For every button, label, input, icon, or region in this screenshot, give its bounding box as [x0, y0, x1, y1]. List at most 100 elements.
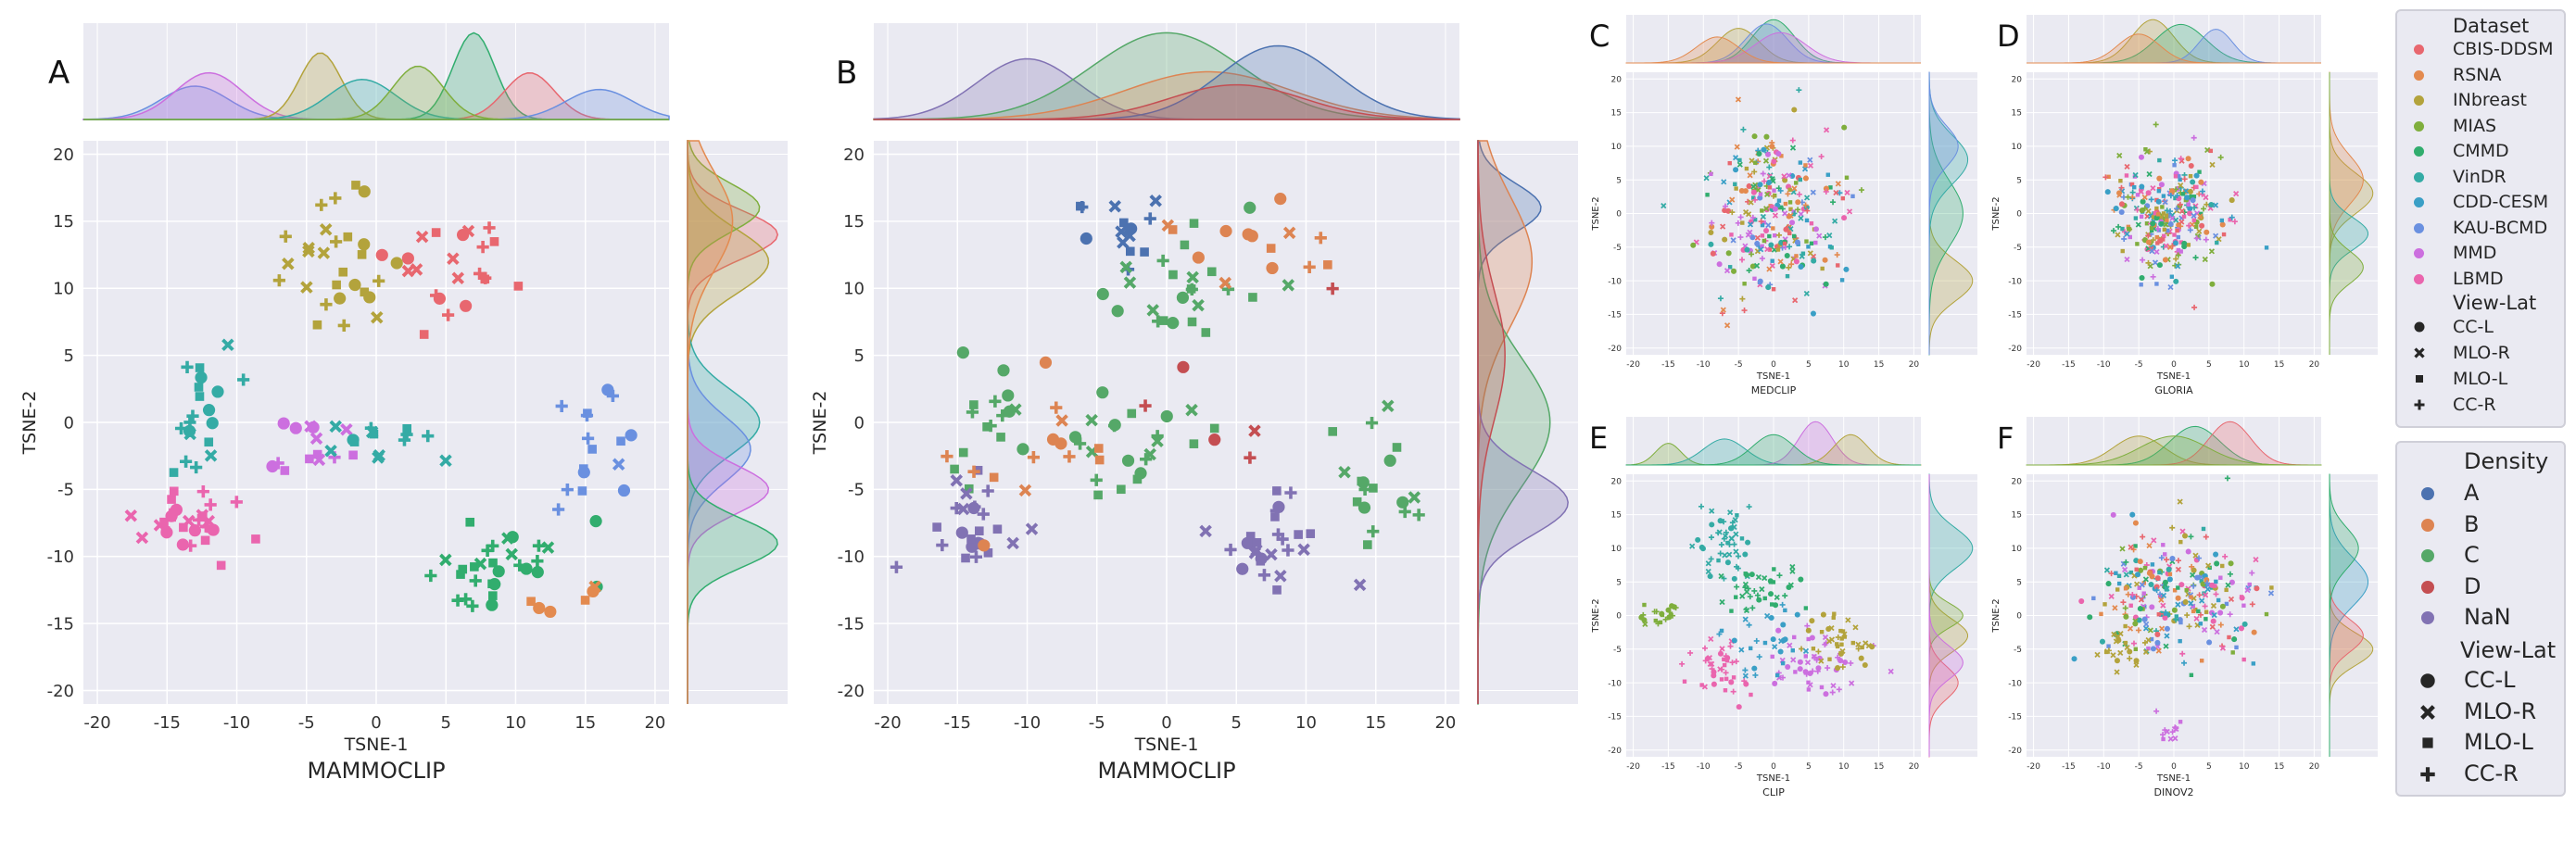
x-tick-label: 5: [2206, 762, 2212, 772]
scatter-point: [2199, 579, 2203, 584]
scatter-point: [1701, 645, 1709, 651]
scatter-point: [2155, 241, 2160, 245]
scatter-point: [1180, 240, 1190, 250]
scatter-point: [2176, 247, 2181, 253]
scatter-point: [2150, 185, 2156, 192]
scatter-point: [357, 250, 367, 259]
scatter-point: [2129, 189, 2136, 195]
scatter-point: [1352, 496, 1362, 507]
scatter-point: [2113, 206, 2119, 212]
scatter-point: [2172, 232, 2177, 237]
scatter-point: [1744, 246, 1750, 253]
x-tick-label: 0: [1771, 762, 1776, 772]
scatter-point: [1160, 409, 1173, 423]
y-tick-label: -5: [1613, 646, 1622, 655]
scatter-point: [1791, 233, 1797, 239]
scatter-point: [1862, 661, 1868, 669]
scatter-point: [1849, 680, 1855, 686]
scatter-point: [1241, 536, 1254, 549]
scatter-point: [2267, 590, 2275, 597]
scatter-point: [2145, 259, 2152, 266]
scatter-point: [2162, 227, 2167, 232]
scatter-point: [1737, 214, 1744, 220]
scatter-point: [280, 466, 290, 475]
scatter-point: [1719, 598, 1725, 606]
scatter-point: [1759, 586, 1765, 593]
scatter-point: [2141, 205, 2148, 211]
scatter-point: [2178, 223, 2184, 230]
scatter-point: [1830, 199, 1837, 206]
dataset-legend-item-swatch: [2414, 171, 2424, 182]
view-marker: [2420, 766, 2435, 782]
density-legend-view-marker-icon: [2420, 766, 2435, 782]
top-density-curve: [83, 65, 669, 120]
scatter-point: [439, 454, 452, 468]
scatter-point: [1741, 308, 1748, 314]
scatter-point: [2130, 640, 2138, 647]
scatter-point: [2127, 655, 2133, 661]
top-density-curve: [1625, 36, 1921, 64]
scatter-point: [1888, 668, 1894, 674]
y-tick-label: -15: [1608, 713, 1622, 722]
scatter-point: [1750, 189, 1757, 195]
scatter-point: [2231, 636, 2238, 643]
scatter-point: [1774, 672, 1780, 678]
scatter-point: [1819, 685, 1825, 690]
scatter-point: [1731, 541, 1737, 547]
scatter-point: [2212, 202, 2219, 208]
scatter-point: [1789, 137, 1796, 144]
scatter-point: [1810, 189, 1816, 195]
scatter-point: [2129, 591, 2136, 598]
scatter-point: [1762, 574, 1768, 582]
scatter-point: [1027, 451, 1040, 464]
density-legend-view-label: MLO-R: [2464, 697, 2537, 724]
scatter-point: [1742, 616, 1749, 622]
scatter-point: [1274, 193, 1287, 206]
scatter-point: [1809, 220, 1814, 226]
scatter-point: [2154, 206, 2159, 211]
scatter-point: [1754, 240, 1761, 246]
scatter-point: [1708, 229, 1714, 236]
scatter-point: [890, 560, 903, 573]
scatter-point: [2244, 587, 2251, 594]
scatter-point: [1763, 206, 1770, 212]
scatter-point: [2178, 156, 2184, 162]
scatter-point: [1770, 602, 1774, 607]
scatter-point: [2094, 651, 2101, 659]
scatter-point: [1792, 635, 1797, 640]
x-tick-label: 5: [2206, 360, 2212, 370]
y-tick-label: 15: [53, 212, 74, 232]
scatter-point: [1722, 236, 1728, 243]
scatter-point: [237, 373, 250, 386]
panel-letter-f: F: [1997, 421, 2014, 456]
scatter-point: [2149, 636, 2154, 642]
scatter-point: [1718, 541, 1724, 548]
scatter-point: [2156, 175, 2163, 182]
scatter-point: [1807, 157, 1813, 163]
chart-title: MAMMOCLIP: [307, 758, 445, 784]
scatter-point: [330, 235, 343, 248]
scatter-point: [1742, 667, 1749, 673]
x-tick-label: -10: [2097, 762, 2111, 772]
scatter-point: [1127, 408, 1137, 419]
scatter-point: [1747, 172, 1753, 179]
scatter-point: [1721, 575, 1727, 582]
view-marker: [2414, 399, 2425, 410]
scatter-point: [1777, 648, 1784, 655]
panel-e: E -20 -15 -10 -5 0 5 10 15 20 -20 -15 -10 -5 0 5 10 15 20 T…: [1589, 417, 1977, 798]
scatter-point: [1824, 127, 1830, 133]
scatter-point: [1353, 578, 1367, 592]
scatter-point: [1739, 295, 1746, 302]
chart-title: MEDCLIP: [1751, 384, 1797, 396]
scatter-point: [2135, 627, 2141, 634]
scatter-point: [1749, 692, 1753, 697]
scatter-point: [1757, 278, 1763, 284]
scatter-point: [1731, 675, 1736, 680]
scatter-point: [1369, 484, 1378, 493]
scatter-point: [2127, 226, 2131, 232]
scatter-point: [2122, 605, 2128, 611]
scatter-point: [1143, 212, 1156, 225]
scatter-point: [1839, 642, 1844, 647]
scatter-point: [447, 252, 460, 265]
scatter-point: [1727, 509, 1734, 516]
